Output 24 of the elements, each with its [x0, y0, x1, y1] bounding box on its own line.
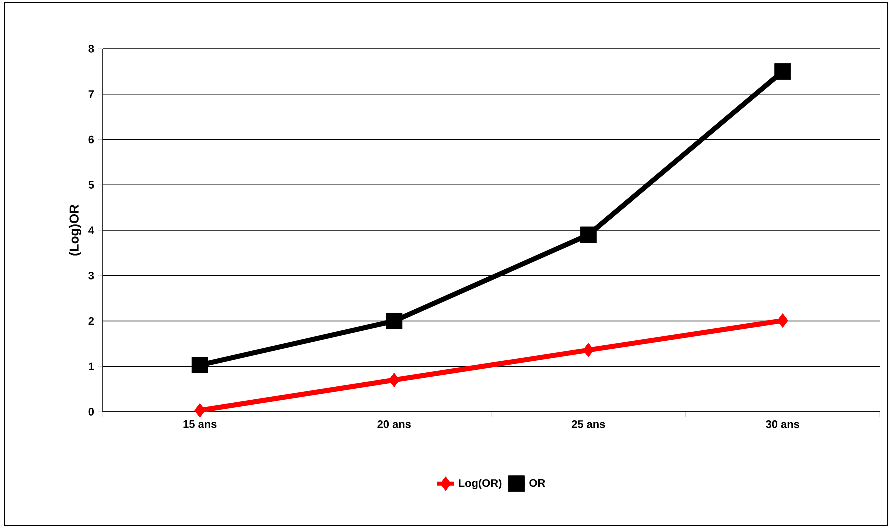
- x-tick-label: 30 ans: [766, 420, 800, 428]
- y-tick-label: 4: [88, 226, 94, 234]
- y-tick-label: 8: [88, 45, 94, 53]
- point: [580, 226, 597, 244]
- x-tick-label: 15 ans: [184, 420, 217, 428]
- y-tick-label: 0: [88, 408, 94, 416]
- point: [774, 63, 792, 80]
- legend-label: Log(OR): [459, 479, 502, 490]
- y-tick-label: 1: [89, 362, 94, 370]
- y-tick-label: 6: [88, 136, 94, 144]
- point: [194, 403, 206, 418]
- x-tick-label: 25 ans: [572, 420, 606, 428]
- legend-label: OR: [530, 479, 546, 488]
- point: [388, 372, 400, 388]
- y-tick-label: 3: [88, 272, 94, 280]
- y-tick-label: 2: [88, 317, 94, 326]
- y-tick-label: 7: [88, 90, 94, 98]
- point: [583, 343, 594, 358]
- y-tick-label: 5: [88, 181, 94, 189]
- point: [386, 313, 403, 330]
- y-axis-title: (Log)OR: [69, 204, 82, 256]
- x-tick-label: 20 ans: [378, 420, 411, 428]
- point: [777, 314, 788, 328]
- point: [192, 357, 208, 374]
